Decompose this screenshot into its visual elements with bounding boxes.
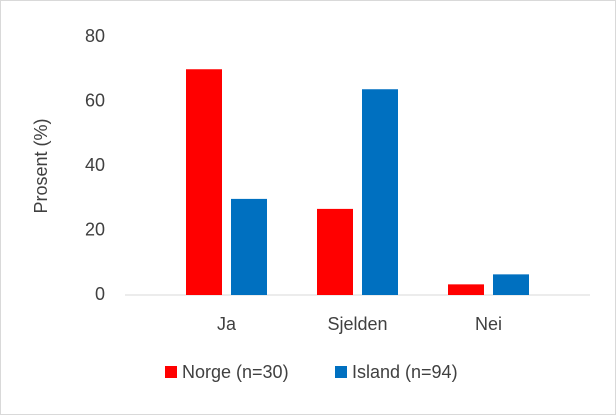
y-tick-label: 60 [85, 90, 105, 110]
y-tick-label: 20 [85, 219, 105, 239]
bar [231, 198, 267, 295]
bar [362, 89, 398, 296]
x-tick-label: Nei [475, 314, 502, 334]
y-tick-label: 40 [85, 155, 105, 175]
y-axis-label: Prosent (%) [31, 118, 51, 213]
legend-swatch [165, 366, 177, 378]
x-tick-label: Sjelden [327, 314, 387, 334]
legend-label: Island (n=94) [352, 362, 458, 382]
legend-label: Norge (n=30) [182, 362, 289, 382]
bar [317, 208, 353, 295]
x-tick-label: Ja [217, 314, 237, 334]
y-tick-label: 0 [95, 284, 105, 304]
bar [493, 274, 529, 295]
y-tick-label: 80 [85, 26, 105, 46]
legend-swatch [335, 366, 347, 378]
bar [448, 284, 484, 295]
bar [186, 69, 222, 295]
